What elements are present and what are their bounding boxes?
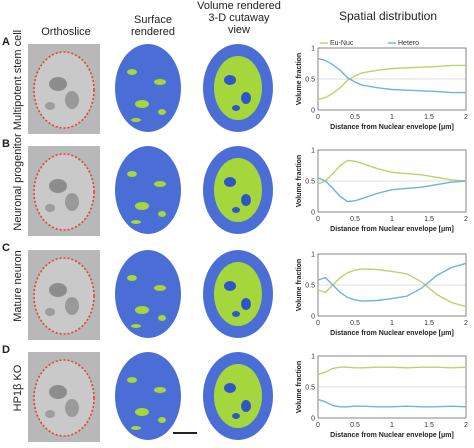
x-tick-label: 1 xyxy=(390,114,394,121)
x-tick-label: 2 xyxy=(464,114,468,121)
x-tick-label: 1 xyxy=(390,320,394,327)
volume-fraction-chart: 0 0.5 1 1.5 2 0 0.5 1 Distance from Nuclear enve… xyxy=(296,354,468,440)
y-tick-label: 0.5 xyxy=(305,179,315,186)
x-tick-label: 0.5 xyxy=(350,320,360,327)
series-line-hetero xyxy=(317,262,467,302)
orthoslice-image xyxy=(28,146,100,236)
header-volume-rendered: Volume rendered 3-D cutaway view xyxy=(197,0,281,36)
x-axis-label: Distance from Nuclear envelope [μm] xyxy=(330,432,454,439)
series-line-eu-nuc xyxy=(317,64,466,101)
x-tick-label: 0 xyxy=(316,216,320,223)
x-tick-label: 0 xyxy=(316,320,320,327)
x-tick-label: 2 xyxy=(464,216,468,223)
x-tick-label: 0 xyxy=(316,114,320,121)
y-tick-label: 0.5 xyxy=(305,283,315,290)
volume-render xyxy=(203,352,273,440)
panel-letter: D xyxy=(2,344,10,356)
x-tick-label: 0 xyxy=(316,422,320,429)
orthoslice-image xyxy=(28,352,100,442)
orthoslice-image xyxy=(28,250,100,340)
series-line-hetero xyxy=(317,57,466,94)
x-tick-label: 2 xyxy=(464,422,468,429)
volume-fraction-chart: 0 0.5 1 1.5 2 0 0.5 1 Distance from Nuclear enve… xyxy=(296,40,468,131)
row-label: Neuronal progenitor xyxy=(12,133,24,231)
y-tick-label: 0 xyxy=(311,210,315,217)
x-tick-label: 1.5 xyxy=(424,114,434,121)
x-tick-label: 1.5 xyxy=(424,320,434,327)
y-tick-label: 1 xyxy=(311,148,315,155)
legend-label-hetero: Hetero xyxy=(398,40,419,47)
x-tick-label: 0.5 xyxy=(350,216,360,223)
volume-render xyxy=(203,250,273,338)
x-axis-label: Distance from Nuclear envelope [μm] xyxy=(330,226,454,233)
surface-render xyxy=(115,44,181,132)
y-tick-label: 0 xyxy=(311,314,315,321)
surface-render xyxy=(115,146,181,234)
volume-fraction-chart: 0 0.5 1 1.5 2 0 0.5 1 Distance from Nuclear enve… xyxy=(296,252,468,338)
y-tick-label: 0 xyxy=(311,416,315,423)
surface-render xyxy=(115,352,181,440)
y-tick-label: 1 xyxy=(311,252,315,259)
scale-bar xyxy=(173,432,197,434)
header-surface-rendered: Surface rendered xyxy=(130,14,176,38)
volume-fraction-chart: 0 0.5 1 1.5 2 0 0.5 1 Distance from Nuclear enve… xyxy=(296,148,468,234)
panel-letter: A xyxy=(2,36,10,48)
series-line-eu-nuc xyxy=(317,159,467,185)
header-orthoslice: Orthoslice xyxy=(41,26,91,38)
orthoslice-image xyxy=(28,44,100,134)
x-tick-label: 0.5 xyxy=(350,114,360,121)
volume-render xyxy=(203,44,273,132)
volume-render xyxy=(203,146,273,234)
y-tick-label: 0.5 xyxy=(305,385,315,392)
y-axis-label: Volume fraction xyxy=(296,155,303,207)
y-tick-label: 1 xyxy=(311,46,315,53)
y-axis-label: Volume fraction xyxy=(296,53,303,105)
x-axis-label: Distance from Nuclear envelope [μm] xyxy=(330,330,454,337)
series-line-hetero xyxy=(317,398,467,408)
x-tick-label: 1 xyxy=(390,216,394,223)
x-tick-label: 2 xyxy=(464,320,468,327)
x-tick-label: 1 xyxy=(390,422,394,429)
series-line-eu-nuc xyxy=(317,366,467,376)
y-tick-label: 1 xyxy=(311,354,315,361)
y-tick-label: 0 xyxy=(311,108,315,115)
x-axis-label: Distance from Nuclear envelope [μm] xyxy=(330,124,454,131)
x-tick-label: 0.5 xyxy=(350,422,360,429)
y-tick-label: 0.5 xyxy=(305,77,315,84)
legend-label-eu-nuc: Eu-Nuc xyxy=(330,40,354,47)
x-tick-label: 1.5 xyxy=(424,422,434,429)
series-line-eu-nuc xyxy=(317,268,467,308)
header-spatial-distribution: Spatial distribution xyxy=(338,9,438,23)
surface-render xyxy=(115,250,181,338)
row-label: HP1β KO xyxy=(12,364,24,412)
series-line-hetero xyxy=(317,177,467,203)
panel-letter: C xyxy=(2,242,10,254)
x-tick-label: 1.5 xyxy=(424,216,434,223)
y-axis-label: Volume fraction xyxy=(296,361,303,413)
y-axis-label: Volume fraction xyxy=(296,259,303,311)
panel-letter: B xyxy=(2,138,10,150)
